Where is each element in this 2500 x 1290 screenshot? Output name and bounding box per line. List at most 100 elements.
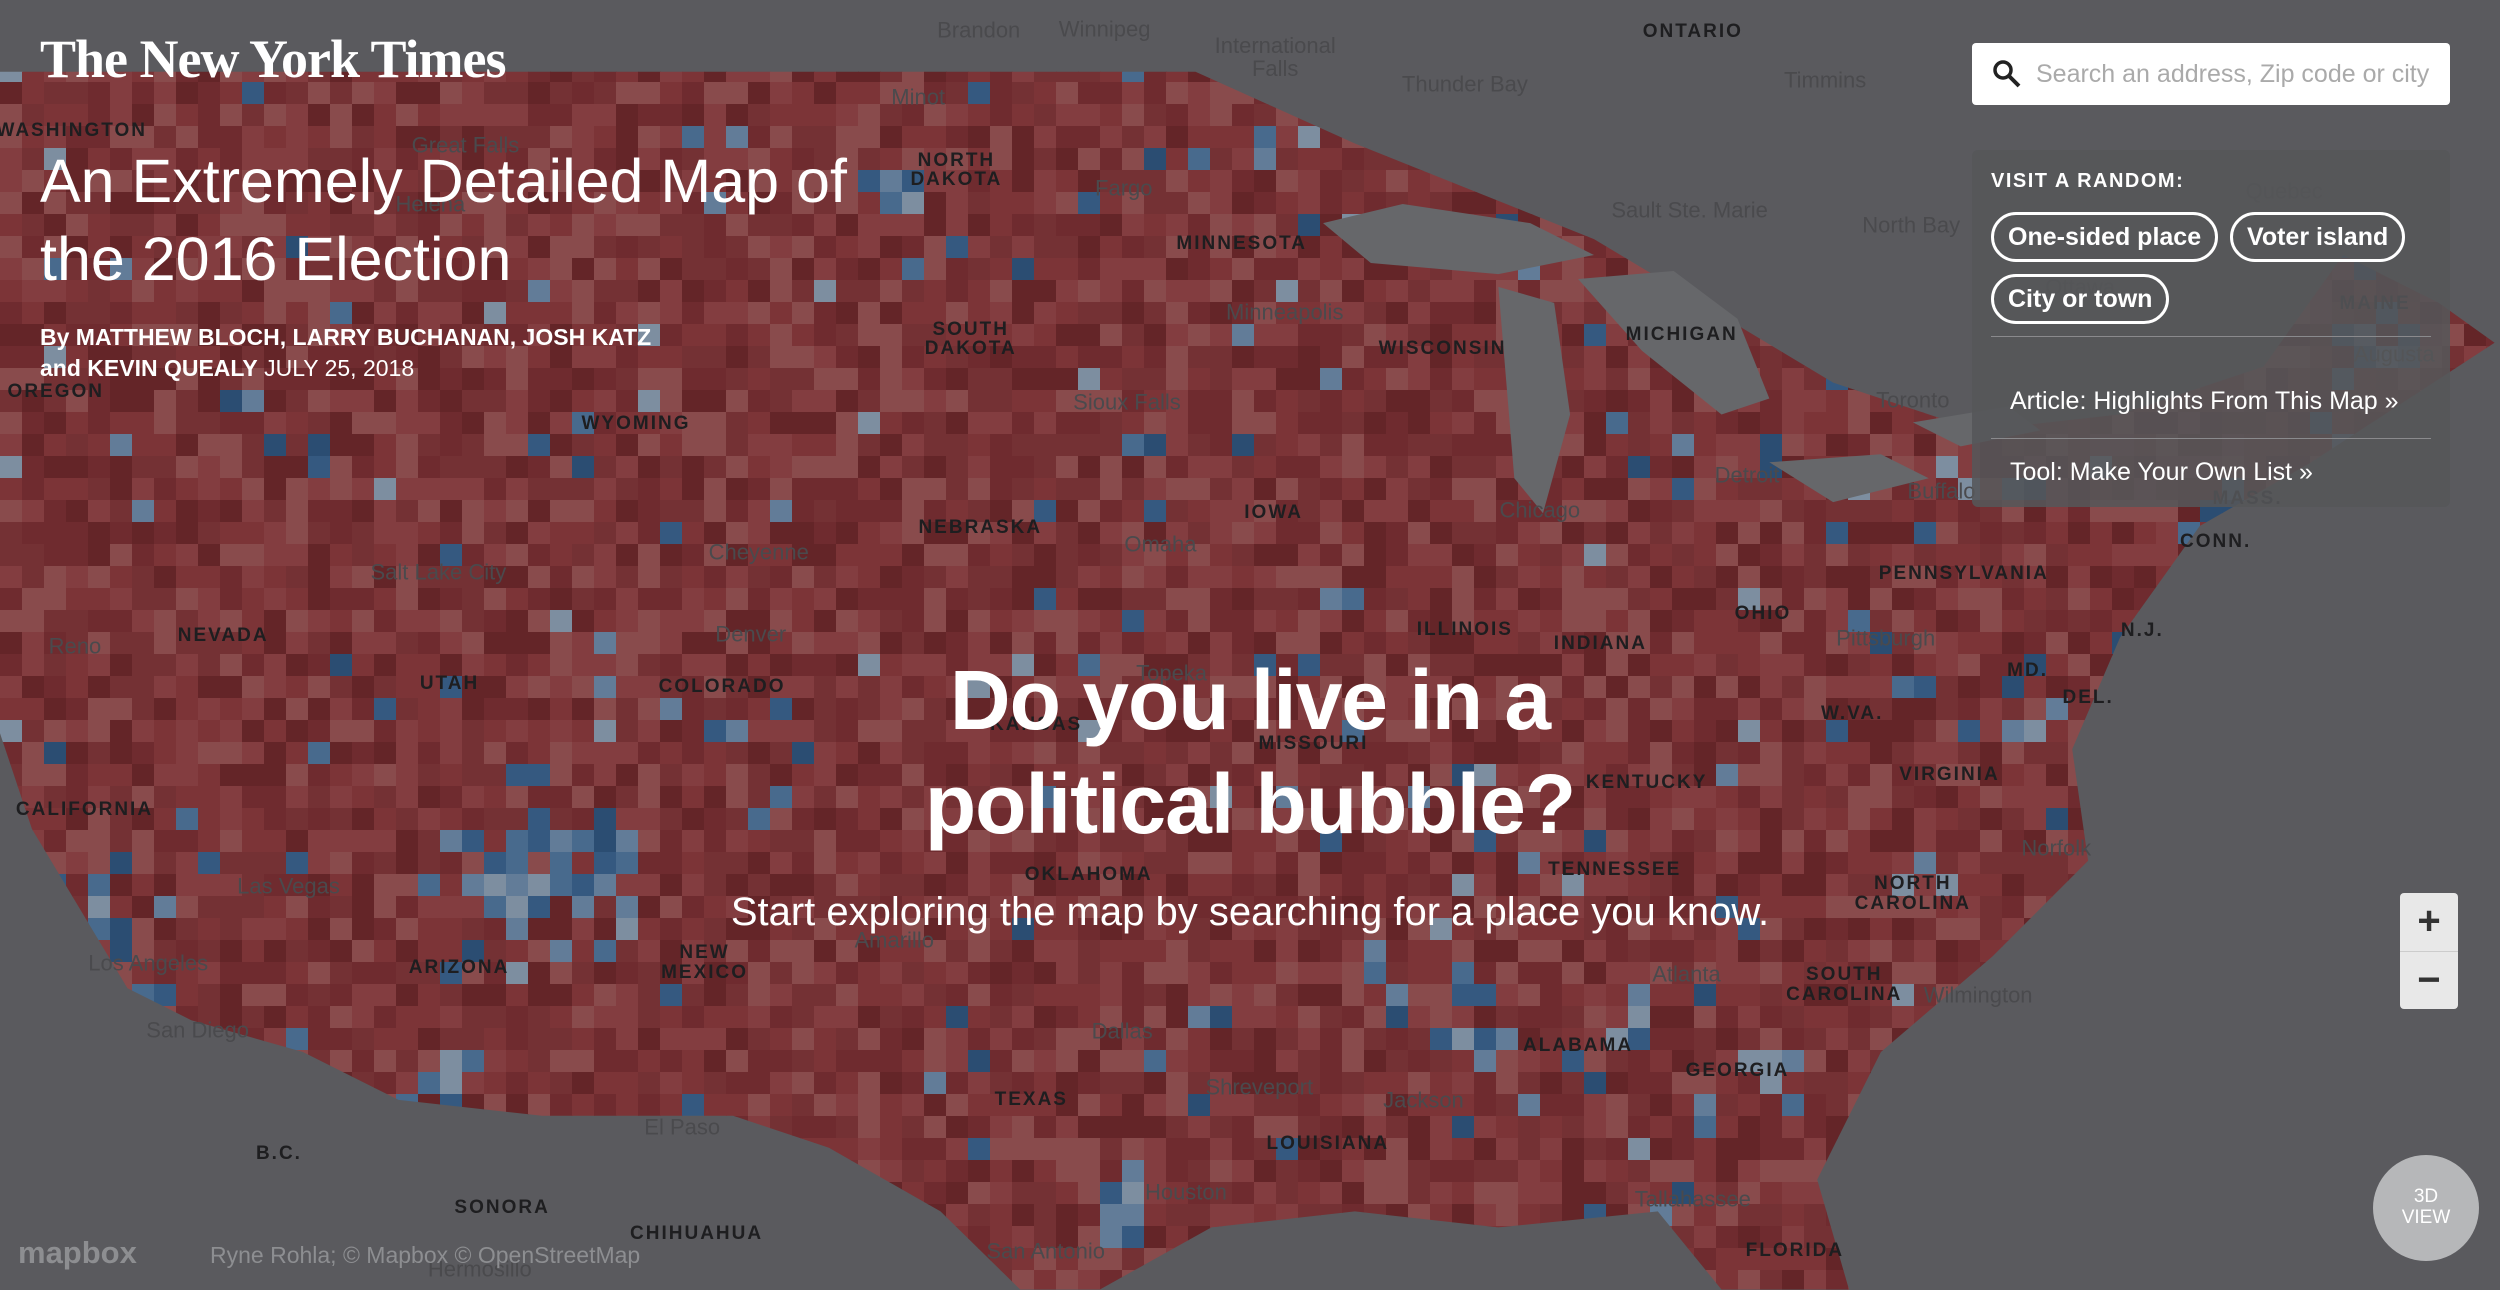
random-panel: VISIT A RANDOM: One-sided place Voter is…	[1972, 150, 2450, 507]
city-label: North Bay	[1862, 212, 1961, 238]
authors: By MATTHEW BLOCH, LARRY BUCHANAN, JOSH K…	[40, 324, 652, 381]
zoom-controls: + −	[2400, 893, 2458, 1009]
city-label: Jackson	[1383, 1087, 1464, 1113]
date: JULY 25, 2018	[264, 355, 415, 381]
view-3d-label: 3D VIEW	[2401, 1186, 2451, 1228]
city-label: Sault Ste. Marie	[1611, 197, 1768, 223]
attribution: Ryne Rohla; © Mapbox © OpenStreetMap	[210, 1242, 641, 1268]
region-label: SOUTH DAKOTA	[924, 318, 1017, 360]
region-label: FLORIDA	[1745, 1240, 1845, 1262]
city-label: Pittsburgh	[1836, 625, 1936, 651]
separator	[1991, 336, 2431, 337]
panel-link[interactable]: Tool: Make Your Own List »	[2010, 458, 2313, 486]
city-label: Los Angeles	[88, 950, 209, 976]
region-label: OKLAHOMA	[1024, 864, 1153, 886]
region-label: OHIO	[1734, 602, 1792, 624]
region-label: KANSAS	[989, 714, 1083, 736]
city-label: Toronto	[1876, 387, 1950, 413]
city-label: Shreveport	[1205, 1074, 1314, 1100]
region-label: SONORA	[454, 1197, 550, 1219]
region-label: LOUISIANA	[1266, 1133, 1390, 1155]
region-label: MICHIGAN	[1625, 323, 1738, 345]
article-title: An Extremely Detailed Map of the 2016 El…	[40, 147, 847, 293]
city-label: Sioux Falls	[1073, 389, 1181, 415]
region-label: WASHINGTON	[0, 119, 147, 141]
city-label: El Paso	[644, 1114, 721, 1140]
region-label: COLORADO	[658, 676, 786, 698]
city-label: Hermosillo	[427, 1256, 532, 1282]
lake	[1498, 286, 1571, 514]
region-label: UTAH	[419, 672, 480, 694]
region-label: INDIANA	[1553, 633, 1647, 654]
region-label: W.VA.	[1821, 703, 1884, 725]
region-label: MINNESOTA	[1176, 232, 1308, 254]
region-label: TENNESSEE	[1548, 859, 1682, 881]
city-label: Omaha	[1124, 531, 1197, 556]
city-label: Norfolk	[2021, 835, 2092, 861]
city-label: Las Vegas	[237, 873, 340, 899]
search-box[interactable]: Search an address, Zip code or city	[1972, 43, 2450, 105]
region-label: GEORGIA	[1685, 1060, 1790, 1082]
zoom-in[interactable]: +	[2417, 899, 2441, 943]
region-label: CONN.	[2180, 530, 2252, 552]
region-label: NEVADA	[177, 625, 269, 647]
search-placeholder: Search an address, Zip code or city	[2036, 60, 2430, 88]
lake	[1323, 204, 1594, 275]
region-label: CHIHUAHUA	[630, 1222, 764, 1244]
city-label: Chicago	[1499, 497, 1581, 523]
zoom-out[interactable]: −	[2400, 951, 2458, 1010]
region-label: PENNSYLVANIA	[1878, 562, 2049, 584]
random-button[interactable]: One-sided place	[1991, 212, 2219, 262]
region-label: NEW MEXICO	[661, 941, 749, 983]
city-label: Topeka	[1136, 660, 1208, 686]
region-label: TEXAS	[994, 1088, 1068, 1110]
region-label: WYOMING	[581, 413, 691, 435]
city-label: Buffalo	[1907, 478, 1976, 504]
view-3d-button[interactable]: 3D VIEW	[2373, 1155, 2479, 1261]
panel-link[interactable]: Article: Highlights From This Map »	[2010, 387, 2399, 415]
city-label: Great Falls	[411, 132, 520, 158]
region-label: ARIZONA	[408, 956, 510, 978]
random-button[interactable]: City or town	[1991, 274, 2170, 324]
lake	[1578, 270, 1770, 415]
subhead: Start exploring the map by searching for…	[730, 890, 1770, 934]
city-label: Winnipeg	[1058, 16, 1151, 42]
region-label: NORTH CAROLINA	[1854, 873, 1971, 915]
city-label: Minneapolis	[1226, 299, 1344, 325]
city-label: Houston	[1144, 1179, 1227, 1205]
city-label: Tallahassee	[1634, 1186, 1751, 1212]
region-label: VIRGINIA	[1899, 763, 2000, 785]
city-label: Minot	[891, 84, 946, 110]
region-label: ALABAMA	[1523, 1034, 1634, 1056]
city-label: Denver	[715, 621, 787, 647]
region-label: CALIFORNIA	[15, 798, 154, 820]
search-icon	[1993, 60, 2021, 88]
region-label: ONTARIO	[1642, 20, 1743, 42]
region-label: NEBRASKA	[918, 516, 1043, 538]
random-button[interactable]: Voter island	[2230, 212, 2406, 262]
nyt-logo[interactable]: The New York Times	[40, 29, 507, 89]
region-label: OREGON	[7, 381, 105, 403]
region-label: MD.	[2007, 660, 2048, 682]
region-label: DEL.	[2062, 687, 2114, 709]
city-label: Thunder Bay	[1401, 71, 1528, 97]
headline-wrap: Do you live in a political bubble?	[0, 648, 2500, 856]
city-label: Fargo	[1095, 175, 1153, 201]
city-label: San Diego	[146, 1017, 250, 1043]
byline: By MATTHEW BLOCH, LARRY BUCHANAN, JOSH K…	[40, 322, 680, 384]
lake	[1769, 454, 1929, 503]
region-label: KENTUCKY	[1585, 771, 1708, 793]
city-label: Atlanta	[1652, 961, 1721, 987]
region-label: WISCONSIN	[1378, 338, 1507, 360]
city-label: Cheyenne	[708, 538, 809, 564]
city-label: Brandon	[937, 17, 1021, 43]
city-label: Salt Lake City	[370, 559, 507, 585]
city-label: Detroit	[1714, 462, 1780, 488]
city-label: International Falls	[1214, 33, 1336, 82]
city-label: Amarillo	[854, 927, 934, 953]
mapbox-logo[interactable]: mapbox	[18, 1235, 137, 1270]
city-label: Timmins	[1783, 67, 1867, 93]
map-lakes	[1323, 204, 2041, 514]
city-label: San Antonio	[986, 1238, 1105, 1264]
